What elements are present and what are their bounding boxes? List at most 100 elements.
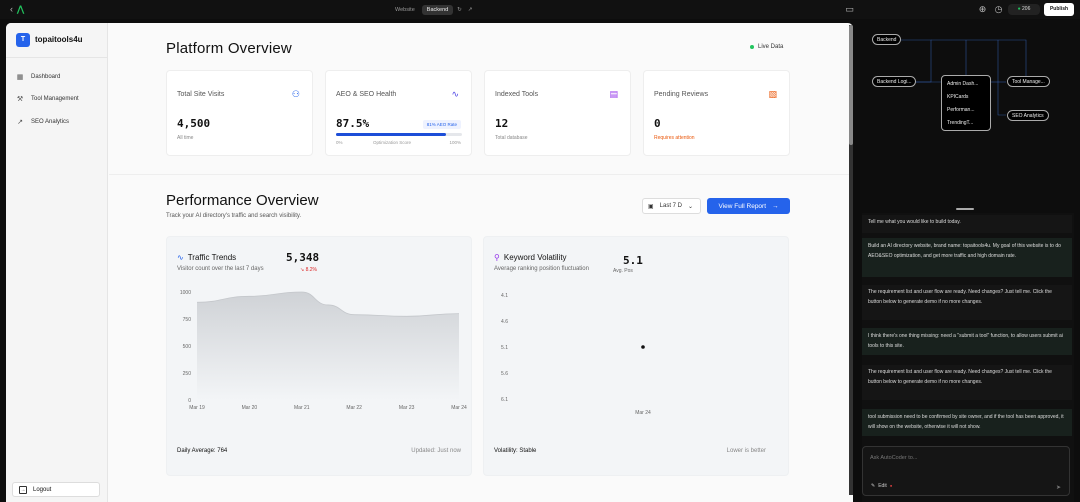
- progress-min-label: 0%: [336, 140, 343, 145]
- graph-node-backend-logic[interactable]: Backend Logi...: [872, 76, 917, 87]
- x-tick-label: Mar 20: [242, 405, 258, 411]
- brand-name: topaitools4u: [35, 35, 83, 44]
- live-dot: [750, 45, 754, 49]
- keyword-value: 5.1: [623, 254, 643, 267]
- logout-icon: →: [19, 485, 27, 494]
- sidebar-item-seo-analytics[interactable]: ↗ SEO Analytics: [15, 115, 69, 129]
- chat-message: Build an AI directory website, brand nam…: [862, 238, 1072, 277]
- tab-website[interactable]: Website: [395, 6, 415, 13]
- y-tick-label: 5.1: [501, 345, 508, 351]
- trend-down-icon: ↘: [300, 267, 305, 273]
- top-bar: ‹ ⋀ Website Backend ↻ ↗ ▭ ⊕ ◷ ● 206 Publ…: [0, 0, 1080, 19]
- resize-handle[interactable]: [956, 208, 974, 210]
- section-subtitle: Track your AI directory's traffic and se…: [166, 213, 302, 219]
- credits-badge[interactable]: ● 206: [1008, 4, 1040, 15]
- tab-backend[interactable]: Backend: [421, 4, 454, 15]
- chat-message: The requirement list and user flow are r…: [862, 365, 1072, 400]
- panel-subtitle: Visitor count over the last 7 days: [177, 266, 264, 272]
- panel-title: ∿ Traffic Trends: [177, 253, 236, 262]
- section-title: Performance Overview: [166, 192, 319, 209]
- graph-node-trending[interactable]: TrendingT...: [947, 120, 974, 126]
- logout-button[interactable]: → Logout: [12, 482, 100, 497]
- y-tick-label: 750: [183, 317, 192, 323]
- publish-button[interactable]: Publish: [1044, 3, 1074, 16]
- divider: [6, 57, 108, 58]
- scrollbar-thumb[interactable]: [849, 25, 853, 145]
- send-icon[interactable]: ➤: [1055, 485, 1061, 491]
- chevron-down-icon: ⌄: [688, 203, 694, 210]
- progress-fill: [336, 133, 447, 136]
- view-full-report-button[interactable]: View Full Report →: [707, 198, 790, 214]
- arrow-right-icon: →: [772, 202, 779, 210]
- search-icon: ⚲: [494, 253, 500, 262]
- sidebar: T topaitools4u ▦ Dashboard ⚒ Tool Manageme…: [6, 23, 108, 502]
- traffic-delta: ↘ 8.2%: [300, 267, 317, 273]
- traffic-title: Traffic Trends: [187, 253, 237, 262]
- brand-logo: T: [16, 33, 30, 47]
- kpi-title: Total Site Visits: [177, 91, 225, 98]
- kpi-card-seo-health: AEO & SEO Health ∿ 87.5% 81% AEO Rate 0%…: [325, 70, 472, 156]
- external-link-icon[interactable]: ↗: [467, 6, 473, 13]
- edit-button[interactable]: ✎ Edit ●: [871, 483, 892, 489]
- edit-icon: ✎: [871, 483, 876, 489]
- traffic-line: [196, 291, 460, 317]
- live-label: Live Data: [758, 44, 784, 50]
- wrench-icon: ⚒: [16, 96, 24, 103]
- section-divider: [109, 174, 853, 175]
- optimization-progress: [336, 133, 462, 136]
- date-range-select[interactable]: ▣ Last 7 D ⌄: [642, 198, 701, 214]
- graph-node-admin-dashboard[interactable]: Admin Dash...: [947, 81, 979, 87]
- button-label: View Full Report: [718, 202, 767, 210]
- keyword-scatter-chart: 4.1 4.6 5.1 5.6 6.1 Mar 24: [501, 293, 651, 416]
- notification-dot: ●: [889, 483, 893, 488]
- credits-value: 206: [1022, 6, 1031, 12]
- y-tick-label: 6.1: [501, 397, 508, 403]
- chat-message: tool submission need to be confirmed by …: [862, 409, 1072, 436]
- graph-group-admin-dashboard[interactable]: Admin Dash... KPICards Performan... Tren…: [941, 75, 991, 131]
- trending-up-icon: ↗: [17, 119, 23, 126]
- x-tick-label: Mar 24: [635, 410, 651, 416]
- aeo-rate-badge: 81% AEO Rate: [422, 120, 461, 129]
- kpi-sub: All time: [177, 135, 194, 141]
- footer-label: Daily Average:: [177, 448, 216, 454]
- history-icon[interactable]: ◷: [994, 4, 1003, 14]
- sidebar-toggle-icon[interactable]: ▭: [845, 4, 854, 14]
- sidebar-item-dashboard[interactable]: ▦ Dashboard: [15, 70, 61, 84]
- leaf-icon: ●: [1017, 6, 1021, 12]
- daily-average: Daily Average: 764: [177, 448, 227, 454]
- footer-value: Stable: [519, 448, 537, 454]
- calendar-icon: ▣: [648, 203, 654, 210]
- sidebar-item-label: SEO Analytics: [31, 119, 70, 125]
- sidebar-item-tool-management[interactable]: ⚒ Tool Management: [15, 92, 79, 106]
- grid-icon: ▦: [16, 74, 24, 81]
- graph-node-performance[interactable]: Performan...: [947, 107, 975, 113]
- chat-input-placeholder: Ask AutoCoder to...: [870, 455, 918, 461]
- chevron-left-icon[interactable]: ‹: [10, 4, 13, 14]
- graph-node-tool-management[interactable]: Tool Manage...: [1007, 76, 1050, 87]
- graph-node-kpicards[interactable]: KPICards: [947, 94, 969, 100]
- file-icon: ▧: [768, 89, 777, 99]
- keyword-title: Keyword Volatility: [503, 253, 567, 262]
- keyword-value-sub: Avg. Pos: [613, 268, 633, 274]
- y-tick-label: 0: [188, 398, 191, 404]
- refresh-icon[interactable]: ↻: [457, 6, 462, 13]
- updated-label: Updated: Just now: [411, 448, 461, 454]
- chat-message: I think there's one thing missing: need …: [862, 328, 1072, 355]
- panel-title: ⚲ Keyword Volatility: [494, 253, 567, 262]
- chat-input[interactable]: Ask AutoCoder to... ✎ Edit ● ➤: [862, 446, 1070, 496]
- graph-node-seo-analytics[interactable]: SEO Analytics: [1007, 110, 1049, 121]
- kpi-card-pending-reviews: Pending Reviews ▧ 0 Requires attention: [643, 70, 790, 156]
- graph-node-backend[interactable]: Backend: [872, 34, 902, 45]
- activity-icon: ∿: [177, 253, 184, 262]
- activity-icon: ∿: [451, 89, 459, 99]
- traffic-value: 5,348: [286, 251, 320, 264]
- x-tick-label: Mar 21: [294, 405, 310, 411]
- edit-label: Edit: [878, 483, 887, 489]
- progress-max-label: 100%: [449, 140, 461, 145]
- footer-value: 764: [217, 448, 228, 454]
- share-icon[interactable]: ⊕: [978, 4, 987, 14]
- kpi-value: 12: [495, 117, 509, 130]
- traffic-area: [197, 292, 459, 400]
- kpi-sub: Requires attention: [654, 135, 695, 141]
- preview-scrollbar[interactable]: [849, 25, 853, 495]
